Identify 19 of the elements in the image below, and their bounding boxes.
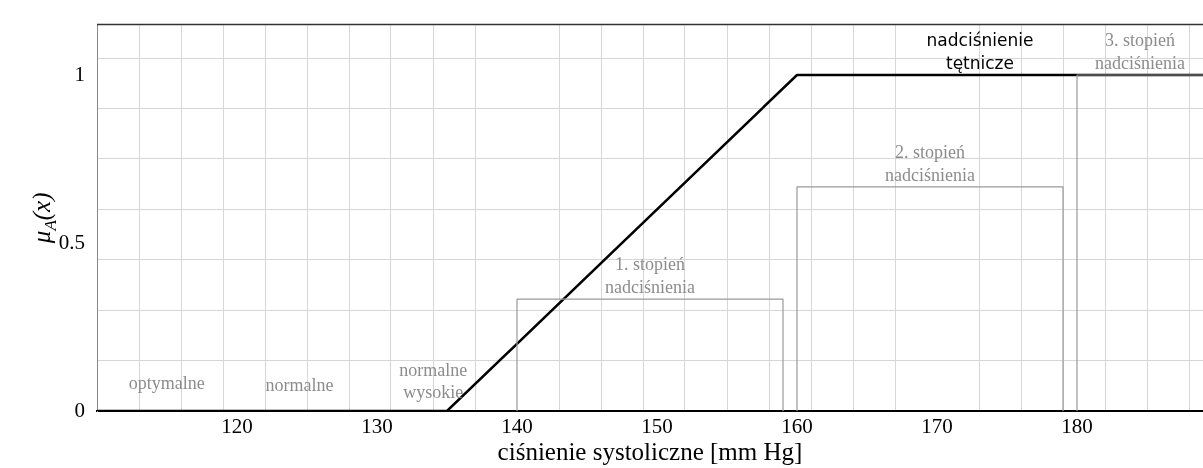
y-tick-label: 1: [74, 61, 85, 86]
series-label: nadciśnienie tętnicze: [926, 29, 1034, 73]
series-label: 3. stopień nadciśnienia: [1095, 29, 1185, 73]
annotation: optymalne: [128, 372, 205, 393]
annotation: normalne wysokie: [399, 359, 468, 402]
x-tick-label: 180: [1061, 414, 1093, 439]
x-tick-label: 150: [641, 414, 673, 439]
x-tick-label: 120: [221, 414, 253, 439]
annotation: normalne: [265, 374, 334, 395]
y-tick-label: 0: [74, 397, 85, 422]
x-axis-title: ciśnienie systoliczne [mm Hg]: [497, 437, 803, 465]
series-label: 2. stopień nadciśnienia: [885, 141, 975, 185]
x-tick-label: 170: [921, 414, 953, 439]
x-tick-label: 160: [781, 414, 813, 439]
series-label: 1. stopień nadciśnienia: [605, 253, 695, 297]
x-tick-label: 140: [501, 414, 533, 439]
y-tick-label: 0.5: [58, 229, 85, 254]
x-tick-label: 130: [361, 414, 393, 439]
y-axis-title: μA(x): [28, 192, 60, 245]
